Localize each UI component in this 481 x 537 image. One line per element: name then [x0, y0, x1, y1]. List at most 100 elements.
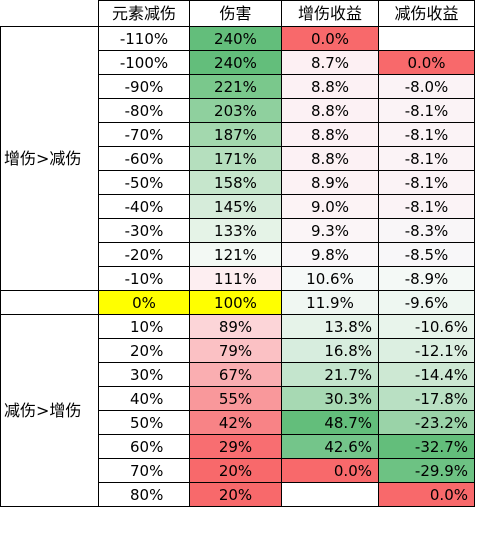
- damage-cell[interactable]: 29%: [189, 434, 282, 459]
- damage-cell[interactable]: 171%: [189, 146, 282, 171]
- damage-reduction-gain-cell[interactable]: -8.1%: [378, 170, 475, 195]
- damage-cell[interactable]: 67%: [189, 362, 282, 387]
- resistance-cell[interactable]: 30%: [98, 362, 190, 387]
- damage-cell[interactable]: 203%: [189, 98, 282, 123]
- group-spacer-cell[interactable]: [0, 290, 99, 315]
- damage-increase-gain-cell[interactable]: 9.8%: [281, 242, 379, 267]
- corner-cell[interactable]: [1, 1, 99, 27]
- damage-increase-gain-cell[interactable]: 13.8%: [281, 314, 379, 339]
- damage-increase-gain-cell[interactable]: 8.8%: [281, 74, 379, 99]
- resistance-cell[interactable]: 40%: [98, 386, 190, 411]
- damage-increase-gain-cell[interactable]: 8.8%: [281, 122, 379, 147]
- damage-cell[interactable]: 145%: [189, 194, 282, 219]
- damage-increase-gain-cell[interactable]: 21.7%: [281, 362, 379, 387]
- damage-increase-gain-cell[interactable]: 48.7%: [281, 410, 379, 435]
- damage-reduction-gain-cell[interactable]: -14.4%: [378, 362, 475, 387]
- table-row: -70% 187% 8.8% -8.1%: [1, 122, 475, 147]
- damage-cell[interactable]: 133%: [189, 218, 282, 243]
- resistance-cell[interactable]: -50%: [98, 170, 190, 195]
- damage-increase-gain-cell[interactable]: 16.8%: [281, 338, 379, 363]
- damage-reduction-gain-cell[interactable]: -17.8%: [378, 386, 475, 411]
- damage-increase-gain-cell[interactable]: 30.3%: [281, 386, 379, 411]
- damage-reduction-gain-cell[interactable]: -23.2%: [378, 410, 475, 435]
- damage-increase-gain-cell[interactable]: 0.0%: [281, 458, 379, 483]
- resistance-cell[interactable]: -10%: [98, 266, 190, 291]
- damage-cell[interactable]: 121%: [189, 242, 282, 267]
- header-damage-reduction-gain[interactable]: 减伤收益: [378, 0, 475, 27]
- damage-cell[interactable]: 187%: [189, 122, 282, 147]
- damage-increase-gain-cell[interactable]: 10.6%: [281, 266, 379, 291]
- resistance-cell[interactable]: 80%: [98, 482, 190, 507]
- group-label-increase-better[interactable]: 增伤>减伤: [0, 26, 99, 291]
- damage-increase-gain-cell[interactable]: 8.9%: [281, 170, 379, 195]
- resistance-cell[interactable]: 10%: [98, 314, 190, 339]
- damage-cell[interactable]: 158%: [189, 170, 282, 195]
- header-damage-increase-gain[interactable]: 增伤收益: [281, 0, 379, 27]
- resistance-cell[interactable]: 50%: [98, 410, 190, 435]
- resistance-cell[interactable]: -90%: [98, 74, 190, 99]
- resistance-cell[interactable]: 0%: [98, 290, 190, 315]
- header-row: 元素减伤 伤害 增伤收益 减伤收益: [1, 0, 475, 27]
- header-damage[interactable]: 伤害: [189, 0, 282, 27]
- resistance-cell[interactable]: -70%: [98, 122, 190, 147]
- damage-reduction-gain-cell[interactable]: -8.0%: [378, 74, 475, 99]
- table-row: 80% 20% 0.0%: [1, 482, 475, 507]
- table-row: -30% 133% 9.3% -8.3%: [1, 218, 475, 243]
- resistance-cell[interactable]: 60%: [98, 434, 190, 459]
- damage-reduction-gain-cell[interactable]: -29.9%: [378, 458, 475, 483]
- damage-cell[interactable]: 240%: [189, 50, 282, 75]
- table-row: 20% 79% 16.8% -12.1%: [1, 338, 475, 363]
- damage-cell[interactable]: 221%: [189, 74, 282, 99]
- damage-reduction-gain-cell[interactable]: -32.7%: [378, 434, 475, 459]
- damage-cell[interactable]: 42%: [189, 410, 282, 435]
- damage-increase-gain-cell[interactable]: 9.0%: [281, 194, 379, 219]
- damage-increase-gain-cell[interactable]: 9.3%: [281, 218, 379, 243]
- resistance-cell[interactable]: -80%: [98, 98, 190, 123]
- damage-reduction-gain-cell[interactable]: 0.0%: [378, 50, 475, 75]
- header-resistance[interactable]: 元素减伤: [98, 0, 190, 27]
- damage-reduction-gain-cell[interactable]: -8.5%: [378, 242, 475, 267]
- damage-increase-gain-cell[interactable]: 8.7%: [281, 50, 379, 75]
- group-label-reduction-better[interactable]: 减伤>增伤: [0, 314, 99, 507]
- damage-reduction-gain-cell[interactable]: -8.1%: [378, 98, 475, 123]
- table-row: 40% 55% 30.3% -17.8%: [1, 386, 475, 411]
- resistance-cell[interactable]: -60%: [98, 146, 190, 171]
- damage-reduction-gain-cell[interactable]: -8.1%: [378, 146, 475, 171]
- damage-cell[interactable]: 79%: [189, 338, 282, 363]
- table-row: 减伤>增伤 10% 89% 13.8% -10.6%: [0, 314, 475, 507]
- damage-increase-gain-cell[interactable]: [281, 482, 379, 507]
- damage-reduction-gain-cell[interactable]: -8.3%: [378, 218, 475, 243]
- damage-cell[interactable]: 89%: [189, 314, 282, 339]
- damage-reduction-gain-cell[interactable]: -12.1%: [378, 338, 475, 363]
- damage-cell[interactable]: 55%: [189, 386, 282, 411]
- resistance-cell[interactable]: -40%: [98, 194, 190, 219]
- damage-cell[interactable]: 20%: [189, 458, 282, 483]
- damage-reduction-gain-cell[interactable]: -8.1%: [378, 122, 475, 147]
- damage-reduction-gain-cell[interactable]: -10.6%: [378, 314, 475, 339]
- table-row: 60% 29% 42.6% -32.7%: [1, 434, 475, 459]
- damage-reduction-gain-cell[interactable]: -9.6%: [378, 290, 475, 315]
- table-row: -10% 111% 10.6% -8.9%: [1, 266, 475, 291]
- table-body: 元素减伤 伤害 增伤收益 减伤收益 增伤>减伤 -110% 240% 0.0% -100…: [0, 0, 475, 507]
- resistance-cell[interactable]: -30%: [98, 218, 190, 243]
- damage-reduction-gain-cell[interactable]: [378, 26, 475, 51]
- damage-increase-gain-cell[interactable]: 8.8%: [281, 146, 379, 171]
- resistance-cell[interactable]: 20%: [98, 338, 190, 363]
- damage-cell[interactable]: 20%: [189, 482, 282, 507]
- damage-cell[interactable]: 111%: [189, 266, 282, 291]
- damage-reduction-gain-cell[interactable]: -8.9%: [378, 266, 475, 291]
- resistance-cell[interactable]: -110%: [98, 26, 190, 51]
- damage-increase-gain-cell[interactable]: 0.0%: [281, 26, 379, 51]
- resistance-cell[interactable]: -20%: [98, 242, 190, 267]
- resistance-cell[interactable]: -100%: [98, 50, 190, 75]
- damage-reduction-gain-cell[interactable]: 0.0%: [378, 482, 475, 507]
- damage-cell[interactable]: 100%: [189, 290, 282, 315]
- damage-increase-gain-cell[interactable]: 8.8%: [281, 98, 379, 123]
- damage-increase-gain-cell[interactable]: 42.6%: [281, 434, 379, 459]
- damage-reduction-gain-cell[interactable]: -8.1%: [378, 194, 475, 219]
- resistance-table: 元素减伤 伤害 增伤收益 减伤收益 增伤>减伤 -110% 240% 0.0% -100…: [0, 0, 475, 507]
- table-row: -80% 203% 8.8% -8.1%: [1, 98, 475, 123]
- resistance-cell[interactable]: 70%: [98, 458, 190, 483]
- damage-cell[interactable]: 240%: [189, 26, 282, 51]
- damage-increase-gain-cell[interactable]: 11.9%: [281, 290, 379, 315]
